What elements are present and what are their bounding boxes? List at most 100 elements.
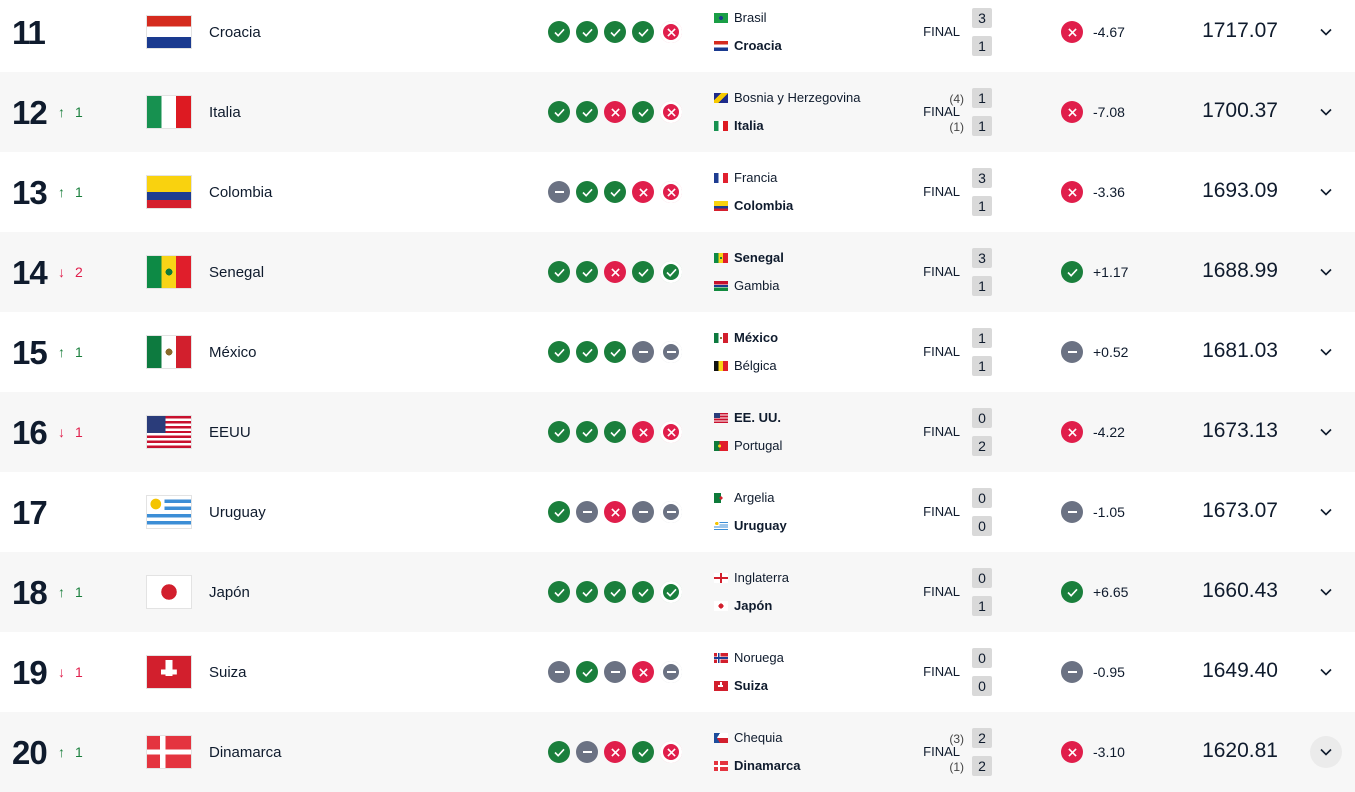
form-win-icon <box>632 581 654 603</box>
ranking-row[interactable]: 20 ↑ 1 Dinamarca Chequia (3) 2 Dinamarca (1) 2 FIN… <box>0 712 1355 792</box>
arrow-up-icon: ↑ <box>58 104 65 120</box>
team-name[interactable]: Croacia <box>209 24 261 41</box>
chevron-down-icon <box>1320 268 1332 276</box>
ranking-row[interactable]: 13 ↑ 1 Colombia Francia 3 Colombia 1 FINAL -3.36 1… <box>0 152 1355 232</box>
ranking-row[interactable]: 18 ↑ 1 Japón Inglaterra 0 Japón 1 FINAL +6.65 1660… <box>0 552 1355 632</box>
total-points: 1649.40 <box>1202 659 1278 682</box>
rank-change: ↑ 1 <box>58 584 83 600</box>
expand-row-button[interactable] <box>1310 256 1342 288</box>
expand-row-button[interactable] <box>1310 736 1342 768</box>
flag-norway-icon <box>714 652 728 663</box>
team-name[interactable]: Uruguay <box>209 504 266 521</box>
team-name[interactable]: Colombia <box>209 184 273 201</box>
ranking-row[interactable]: 12 ↑ 1 Italia Bosnia y Herzegovina (4) 1 Italia… <box>0 72 1355 152</box>
form-win-icon <box>548 101 570 123</box>
team-flag-senegal <box>146 255 192 289</box>
points-change: -1.05 <box>1061 501 1125 523</box>
match-away-name: Japón <box>734 598 773 613</box>
total-points: 1681.03 <box>1202 339 1278 362</box>
team-flag-usa <box>146 415 192 449</box>
match-away-score: 0 <box>972 676 992 696</box>
team-flag-switzerland <box>146 655 192 689</box>
form-loss-icon <box>660 421 682 443</box>
ranking-row[interactable]: 15 ↑ 1 México México 1 Bélgica 1 FINAL +0.52 1681.… <box>0 312 1355 392</box>
match-home-name: Argelia <box>734 490 775 505</box>
form-win-icon <box>632 261 654 283</box>
match-away-name: Suiza <box>734 678 768 693</box>
form-win-icon <box>548 581 570 603</box>
form-win-icon <box>576 101 598 123</box>
arrow-down-icon: ↓ <box>58 424 65 440</box>
result-loss-icon <box>1061 181 1083 203</box>
match-home-penalties: (4) <box>949 92 964 106</box>
arrow-up-icon: ↑ <box>58 584 65 600</box>
recent-form <box>548 21 682 43</box>
match-home-score: 1 <box>972 88 992 108</box>
recent-form <box>548 501 682 523</box>
match-away-name: Dinamarca <box>734 758 801 773</box>
points-delta: +6.65 <box>1093 584 1129 600</box>
chevron-down-icon <box>1320 428 1332 436</box>
form-win-icon <box>604 581 626 603</box>
match-away-team: Uruguay <box>714 518 787 533</box>
match-home-team: Argelia <box>714 490 774 505</box>
match-home-team: Bosnia y Herzegovina <box>714 90 860 105</box>
form-loss-icon <box>660 21 682 43</box>
rank-number: 13 <box>12 174 48 211</box>
team-name[interactable]: Suiza <box>209 664 247 681</box>
match-home-team: Chequia <box>714 730 782 745</box>
flag-denmark-icon <box>714 760 728 771</box>
rank-change-value: 1 <box>75 424 83 440</box>
flag-uruguay-icon <box>714 520 728 531</box>
ranking-row[interactable]: 14 ↓ 2 Senegal Senegal 3 Gambia 1 FINAL +1.17 1688… <box>0 232 1355 312</box>
rank-change-value: 1 <box>75 104 83 120</box>
rank-number: 17 <box>12 494 48 531</box>
flag-brazil-icon <box>714 12 728 23</box>
rank-change: ↑ 1 <box>58 104 83 120</box>
chevron-down-icon <box>1320 188 1332 196</box>
match-home-score: 3 <box>972 168 992 188</box>
expand-row-button[interactable] <box>1310 16 1342 48</box>
team-name[interactable]: Senegal <box>209 264 265 281</box>
rank-change: ↓ 1 <box>58 664 83 680</box>
form-win-icon <box>548 741 570 763</box>
match-home-name: Noruega <box>734 650 784 665</box>
match-home-name: Chequia <box>734 730 783 745</box>
expand-row-button[interactable] <box>1310 496 1342 528</box>
expand-row-button[interactable] <box>1310 336 1342 368</box>
form-loss-icon <box>604 741 626 763</box>
team-name[interactable]: Dinamarca <box>209 744 282 761</box>
match-status: FINAL <box>923 664 960 679</box>
expand-row-button[interactable] <box>1310 576 1342 608</box>
match-away-team: Italia <box>714 118 764 133</box>
match-home-score: 0 <box>972 648 992 668</box>
team-name[interactable]: México <box>209 344 257 361</box>
expand-row-button[interactable] <box>1310 416 1342 448</box>
match-home-team: Senegal <box>714 250 784 265</box>
match-away-name: Croacia <box>734 38 782 53</box>
ranking-row[interactable]: 19 ↓ 1 Suiza Noruega 0 Suiza 0 FINAL -0.95 1649.40 <box>0 632 1355 712</box>
ranking-row[interactable]: 17 Uruguay Argelia 0 Uruguay 0 FINAL -1.05 1673.… <box>0 472 1355 552</box>
expand-row-button[interactable] <box>1310 176 1342 208</box>
team-name[interactable]: EEUU <box>209 424 251 441</box>
form-win-icon <box>576 261 598 283</box>
rank-number: 12 <box>12 94 48 131</box>
team-name[interactable]: Japón <box>209 584 250 601</box>
flag-croatia-icon <box>714 40 728 51</box>
ranking-row[interactable]: 11 Croacia Brasil 3 Croacia 1 FINAL -4.67 1717.0… <box>0 0 1355 72</box>
form-win-icon <box>604 341 626 363</box>
match-home-penalties: (3) <box>949 732 964 746</box>
team-flag-colombia <box>146 175 192 209</box>
arrow-down-icon: ↓ <box>58 664 65 680</box>
expand-row-button[interactable] <box>1310 656 1342 688</box>
form-win-icon <box>548 501 570 523</box>
match-away-score: 1 <box>972 116 992 136</box>
match-away-name: Gambia <box>734 278 780 293</box>
match-home-score: 0 <box>972 488 992 508</box>
expand-row-button[interactable] <box>1310 96 1342 128</box>
ranking-row[interactable]: 16 ↓ 1 EEUU EE. UU. 0 Portugal 2 FINAL -4.22 1673.… <box>0 392 1355 472</box>
match-status: FINAL <box>923 264 960 279</box>
team-name[interactable]: Italia <box>209 104 241 121</box>
form-win-icon <box>604 421 626 443</box>
total-points: 1673.13 <box>1202 419 1278 442</box>
